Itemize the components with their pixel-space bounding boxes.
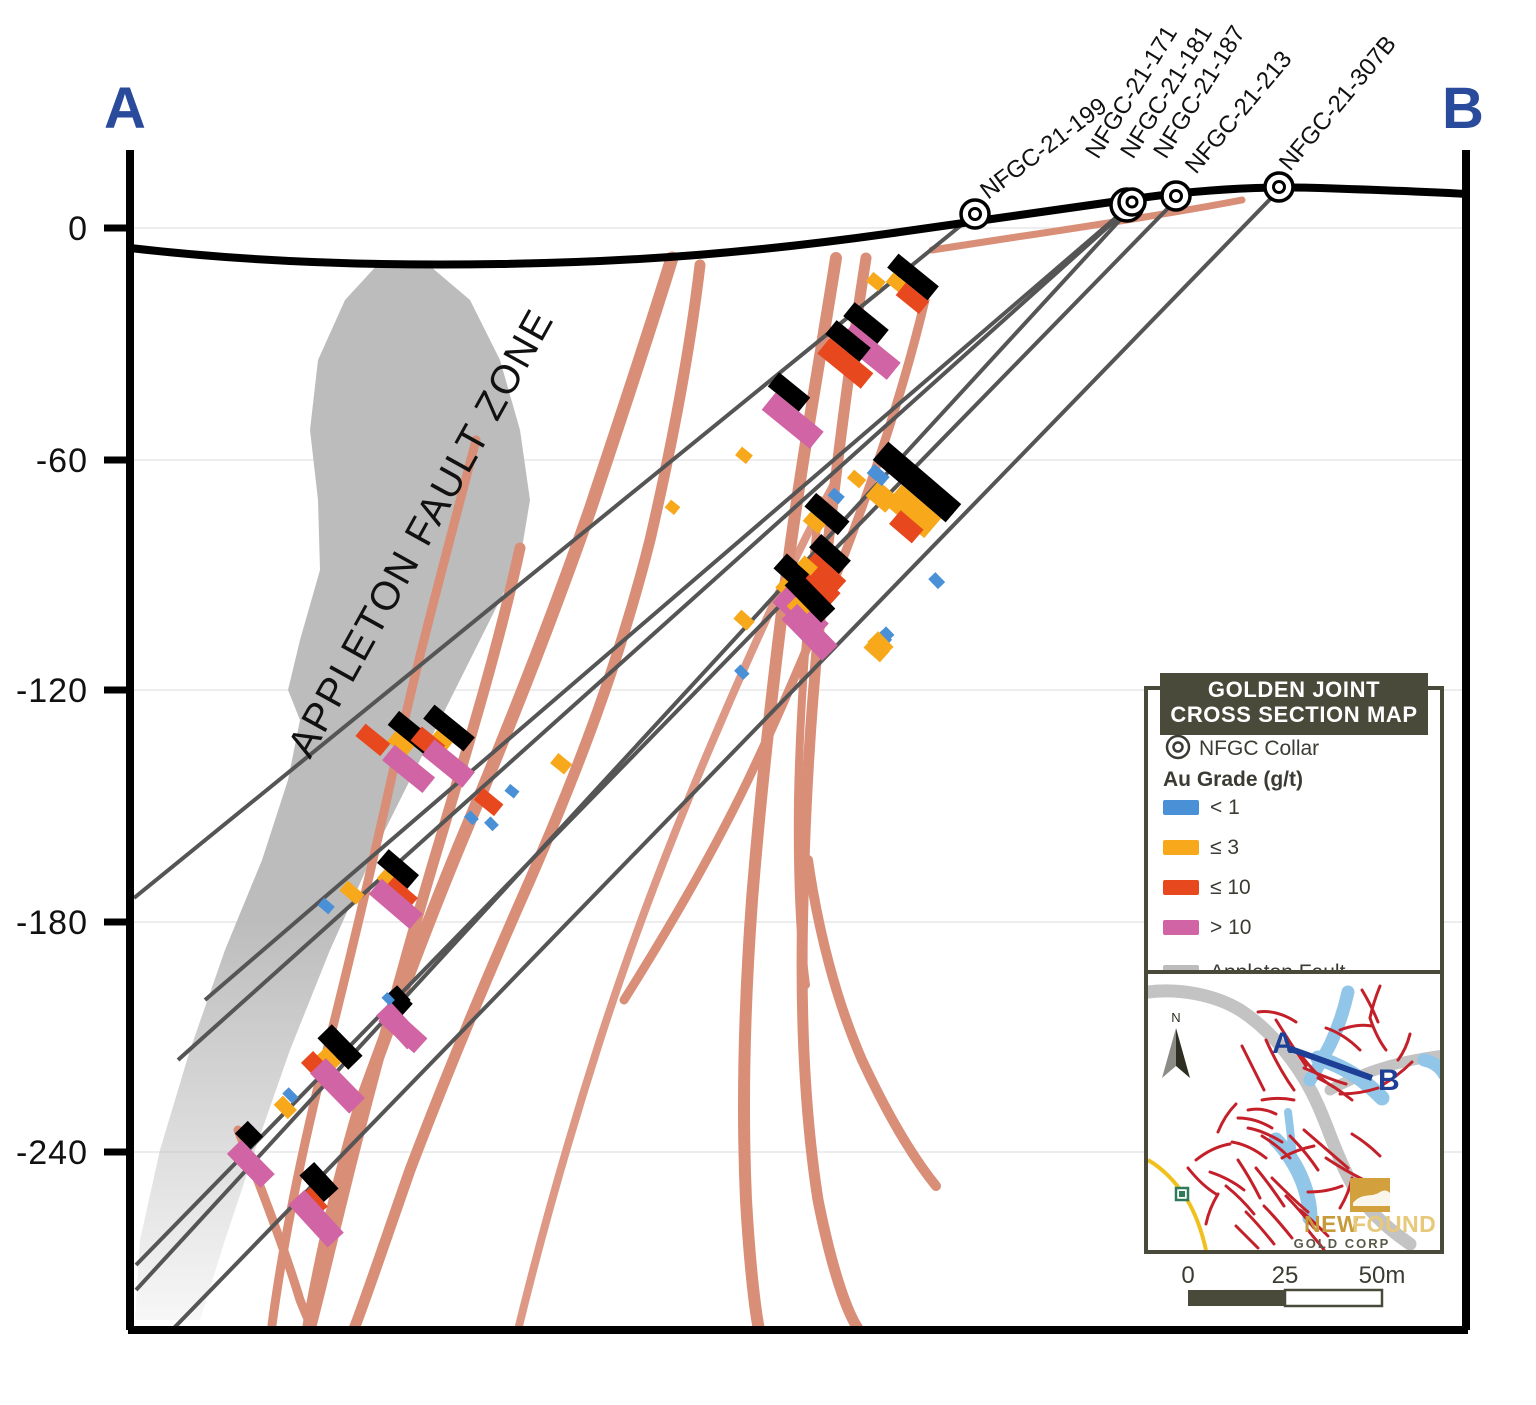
svg-text:N: N xyxy=(1171,1010,1180,1025)
inset-label-a: A xyxy=(1272,1027,1294,1060)
logo-sub: GOLD CORP xyxy=(1294,1236,1391,1251)
legend-title-line1: GOLDEN JOINT xyxy=(1208,677,1380,702)
plot-frame xyxy=(126,150,1470,1334)
sampled-interval-group xyxy=(226,253,962,1248)
scale-bar: 0 25 50m xyxy=(1181,1262,1406,1308)
appleton-fault-zone xyxy=(135,262,530,1320)
legend-grade-row-3: > 10 xyxy=(1163,916,1251,939)
collar-NFGC-21-199[interactable] xyxy=(959,198,991,230)
drill-trace-171 xyxy=(203,206,1129,1002)
legend-grade-row-0: < 1 xyxy=(1163,796,1240,819)
grade-swatch-lte10 xyxy=(1163,880,1199,895)
drill-trace-181 xyxy=(176,206,1131,1062)
legend-grade-row-2: ≤ 10 xyxy=(1163,876,1251,899)
legend-grade-row-1: ≤ 3 xyxy=(1163,836,1239,859)
collar-group xyxy=(959,171,1295,230)
legend-grade-label-3: > 10 xyxy=(1210,916,1251,939)
logo-new: NEW xyxy=(1304,1211,1359,1237)
inset-section-line xyxy=(1286,1045,1374,1081)
scale-tick-0: 0 xyxy=(1181,1262,1194,1289)
drill-trace-307b xyxy=(170,188,1281,1330)
grade-swatch-lte3 xyxy=(1163,840,1199,855)
scale-tick-50: 50m xyxy=(1359,1262,1406,1289)
y-tick-120: -120 xyxy=(16,672,88,710)
newfound-gold-logo: NEW FOUND GOLD CORP xyxy=(1294,1178,1436,1251)
section-end-a: A xyxy=(104,76,146,141)
legend-title-bar xyxy=(1160,673,1428,735)
grade-swatch-lt1 xyxy=(1163,800,1199,815)
legend-collar-label: NFGC Collar xyxy=(1199,737,1319,760)
y-tick-60: -60 xyxy=(36,442,88,480)
drill-trace-187 xyxy=(134,198,1178,1267)
legend-grade-header: Au Grade (g/t) xyxy=(1163,768,1303,791)
legend-grade-label-1: ≤ 3 xyxy=(1210,836,1239,859)
inset-label-b: B xyxy=(1378,1064,1400,1097)
collar-NFGC-21-181[interactable] xyxy=(1117,187,1147,217)
legend-grade-label-2: ≤ 10 xyxy=(1210,876,1251,899)
grade-swatch-gt10 xyxy=(1163,920,1199,935)
legend-grade-label-0: < 1 xyxy=(1210,796,1240,819)
collar-NFGC-21-307B[interactable] xyxy=(1263,171,1295,203)
inset-map: N A B NEW FOUND GOLD CORP xyxy=(1144,970,1444,1254)
collar-NFGC-21-187[interactable] xyxy=(1160,180,1192,212)
legend-title-line2: CROSS SECTION MAP xyxy=(1170,702,1417,727)
y-tick-0: 0 xyxy=(68,210,88,248)
y-tick-240: -240 xyxy=(16,1134,88,1172)
drill-trace-213 xyxy=(134,206,1133,1292)
y-tick-180: -180 xyxy=(16,904,88,942)
drill-trace-group xyxy=(132,188,1281,1330)
north-arrow-icon: N xyxy=(1162,1010,1190,1078)
topography-line xyxy=(126,183,1470,269)
y-axis: 0 -60 -120 -180 -240 xyxy=(16,210,130,1172)
scale-tick-25: 25 xyxy=(1272,1262,1299,1289)
section-end-b: B xyxy=(1442,76,1484,141)
legend-collar-row: NFGC Collar xyxy=(1165,734,1319,760)
logo-found: FOUND xyxy=(1352,1211,1436,1237)
